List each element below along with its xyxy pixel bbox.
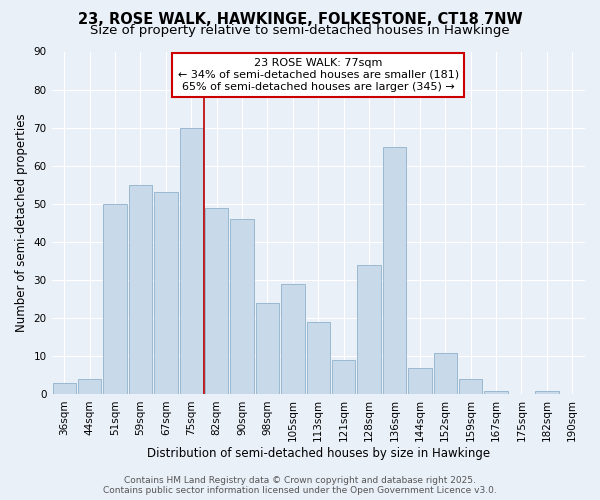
Text: Contains HM Land Registry data © Crown copyright and database right 2025.
Contai: Contains HM Land Registry data © Crown c… — [103, 476, 497, 495]
Bar — [332, 360, 355, 394]
Bar — [459, 379, 482, 394]
Text: 23, ROSE WALK, HAWKINGE, FOLKESTONE, CT18 7NW: 23, ROSE WALK, HAWKINGE, FOLKESTONE, CT1… — [77, 12, 523, 28]
Bar — [53, 383, 76, 394]
Bar — [408, 368, 431, 394]
Bar — [383, 147, 406, 394]
Bar — [434, 352, 457, 395]
Bar — [205, 208, 229, 394]
Bar — [179, 128, 203, 394]
Bar — [484, 390, 508, 394]
Bar — [78, 379, 101, 394]
X-axis label: Distribution of semi-detached houses by size in Hawkinge: Distribution of semi-detached houses by … — [147, 447, 490, 460]
Bar — [281, 284, 305, 395]
Text: Size of property relative to semi-detached houses in Hawkinge: Size of property relative to semi-detach… — [90, 24, 510, 37]
Bar — [535, 390, 559, 394]
Bar — [129, 185, 152, 394]
Bar — [256, 303, 279, 394]
Bar — [154, 192, 178, 394]
Bar — [358, 265, 381, 394]
Bar — [230, 219, 254, 394]
Bar — [103, 204, 127, 394]
Text: 23 ROSE WALK: 77sqm
← 34% of semi-detached houses are smaller (181)
65% of semi-: 23 ROSE WALK: 77sqm ← 34% of semi-detach… — [178, 58, 459, 92]
Y-axis label: Number of semi-detached properties: Number of semi-detached properties — [15, 114, 28, 332]
Bar — [307, 322, 330, 394]
